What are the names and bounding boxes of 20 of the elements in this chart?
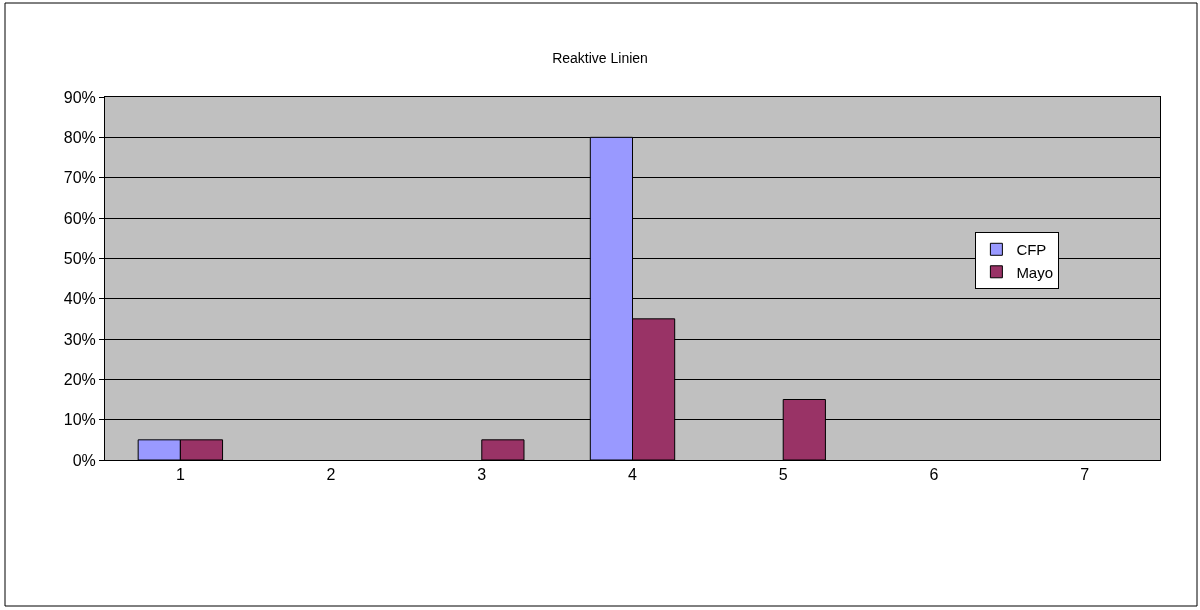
legend-label: CFP [1016, 241, 1047, 259]
y-tick-label: 0% [72, 451, 96, 469]
x-tick-label: 1 [175, 466, 185, 484]
y-tick-label: 60% [63, 209, 96, 227]
y-tick-label: 80% [63, 128, 96, 146]
y-tick-label: 50% [63, 249, 96, 267]
y-tick-label: 20% [63, 370, 96, 388]
x-tick-label: 7 [1080, 466, 1090, 484]
y-tick-label: 70% [63, 169, 96, 187]
y-tick-label: 10% [63, 411, 96, 429]
x-tick-label: 5 [778, 466, 788, 484]
y-tick-label: 90% [63, 88, 96, 106]
chart-title: Reaktive Linien [552, 49, 648, 66]
x-tick-label: 6 [929, 466, 939, 484]
legend-label: Mayo [1016, 263, 1054, 281]
y-tick-label: 30% [63, 330, 96, 348]
x-tick-label: 3 [477, 466, 487, 484]
y-tick-label: 40% [63, 290, 96, 308]
x-tick-label: 2 [326, 466, 336, 484]
x-tick-label: 4 [628, 466, 638, 484]
